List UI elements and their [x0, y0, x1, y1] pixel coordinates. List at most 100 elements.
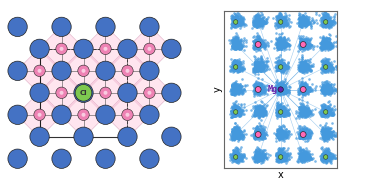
Point	[277, 41, 284, 44]
Point	[297, 18, 303, 21]
Point	[324, 21, 330, 24]
Point	[274, 134, 280, 136]
Point	[283, 42, 289, 45]
Point	[234, 44, 240, 47]
Point	[319, 148, 325, 151]
Point	[257, 46, 263, 49]
Point	[232, 62, 238, 64]
Point	[281, 87, 287, 90]
Point	[278, 137, 284, 139]
Point	[300, 69, 306, 71]
Point	[233, 130, 239, 133]
Point	[231, 151, 237, 154]
Point	[305, 68, 311, 71]
Point	[254, 41, 260, 44]
Point	[297, 134, 303, 137]
Point	[277, 40, 283, 43]
Point	[278, 45, 284, 48]
Point	[252, 107, 258, 109]
Point	[231, 62, 237, 64]
Point	[320, 131, 326, 134]
Point	[255, 131, 261, 134]
Point	[276, 85, 282, 88]
Point	[318, 153, 324, 156]
Point	[256, 42, 262, 44]
Point	[279, 88, 285, 91]
Point	[299, 157, 305, 160]
Point	[321, 88, 327, 91]
Point	[327, 41, 333, 44]
Point	[252, 42, 258, 45]
Point	[284, 134, 290, 137]
Point	[299, 67, 305, 70]
Point	[232, 146, 239, 149]
Point	[326, 151, 332, 153]
Point	[282, 90, 288, 93]
Point	[327, 155, 333, 158]
Point	[233, 110, 239, 113]
Point	[303, 45, 309, 48]
Point	[253, 155, 259, 158]
Point	[236, 22, 242, 25]
Point	[321, 109, 327, 112]
Point	[258, 21, 264, 24]
Point	[304, 66, 310, 68]
Point	[327, 134, 333, 137]
Point	[232, 17, 238, 20]
Point	[254, 18, 260, 20]
Point	[257, 88, 263, 91]
Point	[322, 156, 328, 159]
Point	[231, 112, 237, 115]
Point	[322, 108, 328, 111]
Point	[254, 40, 260, 43]
Point	[303, 87, 309, 90]
Point	[231, 17, 237, 20]
Point	[231, 61, 237, 64]
Point	[325, 13, 331, 16]
Point	[302, 157, 308, 160]
Point	[257, 41, 263, 44]
Point	[233, 64, 239, 67]
Point	[280, 106, 286, 109]
Point	[301, 17, 307, 20]
Point	[329, 107, 335, 110]
Point	[323, 62, 329, 65]
Point	[300, 19, 306, 21]
Point	[301, 112, 307, 115]
Circle shape	[30, 127, 49, 146]
Point	[304, 18, 310, 21]
Point	[256, 135, 262, 137]
Point	[234, 66, 240, 69]
Point	[262, 43, 268, 46]
Point	[319, 22, 325, 25]
Point	[231, 45, 237, 48]
Point	[230, 66, 236, 69]
Point	[279, 158, 285, 161]
Point	[237, 132, 243, 134]
Point	[301, 158, 307, 160]
Point	[299, 112, 305, 115]
Point	[257, 132, 263, 134]
Point	[299, 44, 305, 47]
Point	[234, 90, 240, 93]
Point	[298, 66, 304, 69]
Point	[280, 153, 286, 156]
Point	[259, 85, 265, 88]
Point	[237, 18, 243, 21]
Point	[253, 110, 259, 113]
Point	[304, 38, 310, 41]
Point	[233, 134, 239, 137]
Point	[251, 132, 257, 135]
Point	[279, 41, 285, 44]
Point	[255, 86, 261, 89]
Point	[240, 135, 246, 137]
Point	[252, 105, 258, 108]
Point	[253, 22, 259, 25]
Point	[257, 156, 263, 159]
Point	[321, 134, 327, 137]
Point	[296, 68, 302, 71]
Point	[232, 46, 238, 49]
Point	[232, 156, 238, 159]
Point	[324, 108, 330, 111]
Point	[320, 67, 326, 70]
